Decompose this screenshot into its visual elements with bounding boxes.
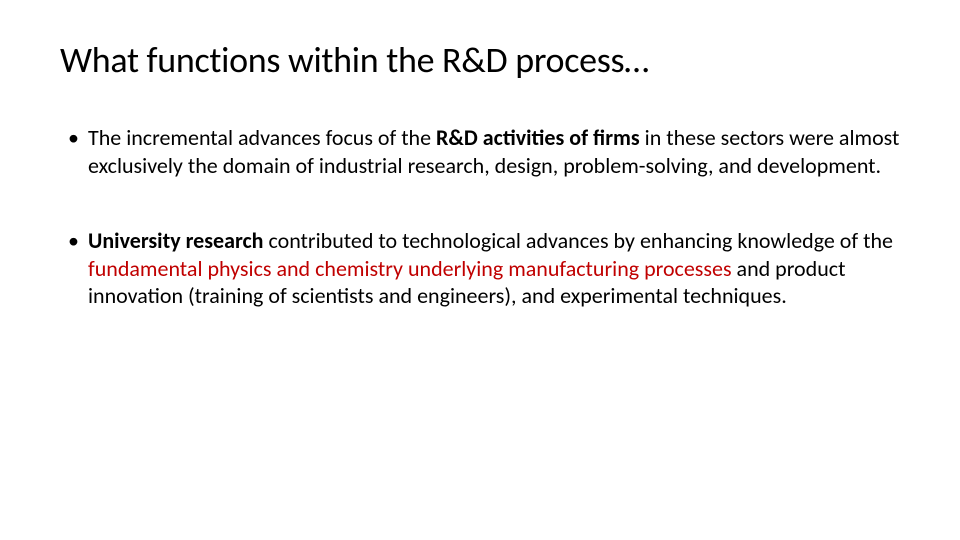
text-segment: The incremental advances focus of the [88, 124, 436, 151]
text-segment-bold: R&D activities of firms [436, 124, 645, 151]
slide-title: What functions within the R&D process… [60, 38, 900, 82]
text-segment-red: fundamental physics and chemistry underl… [88, 255, 737, 282]
text-segment: contributed to technological advances by… [268, 227, 893, 254]
slide-container: What functions within the R&D process… T… [0, 0, 960, 540]
bullet-item: The incremental advances focus of the R&… [68, 124, 900, 179]
bullet-list: The incremental advances focus of the R&… [60, 124, 900, 310]
text-segment-bold: University research [88, 227, 268, 254]
bullet-item: University research contributed to techn… [68, 227, 900, 310]
